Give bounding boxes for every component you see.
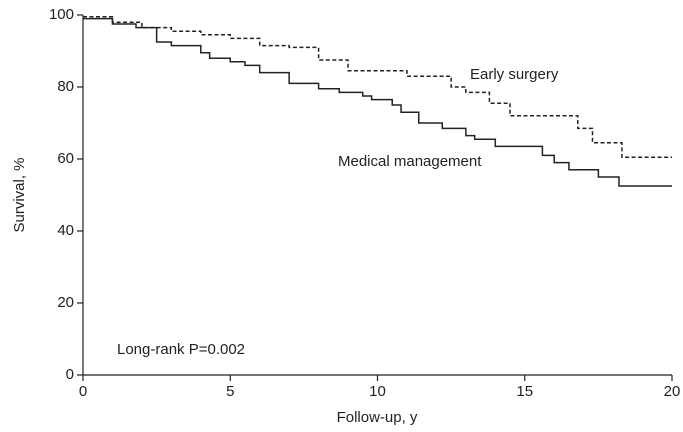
y-tick-label: 40: [57, 222, 74, 239]
x-tick-label: 15: [516, 383, 533, 400]
survival-curve: [83, 16, 672, 158]
x-tick-label: 10: [369, 383, 386, 400]
x-axis-label: Follow-up, y: [337, 409, 418, 426]
annotation: Long-rank P=0.002: [117, 341, 245, 358]
y-tick-label: 60: [57, 150, 74, 167]
y-axis-label: Survival, %: [11, 157, 28, 232]
y-tick-label: 0: [66, 366, 74, 383]
survival-curve: [83, 17, 672, 187]
series-label: Early surgery: [470, 66, 559, 83]
y-tick-label: 80: [57, 78, 74, 95]
x-tick-label: 0: [79, 383, 87, 400]
x-tick-label: 5: [226, 383, 234, 400]
y-tick-label: 100: [49, 6, 74, 23]
y-tick-label: 20: [57, 294, 74, 311]
x-tick-label: 20: [664, 383, 681, 400]
series-label: Medical management: [338, 153, 482, 170]
